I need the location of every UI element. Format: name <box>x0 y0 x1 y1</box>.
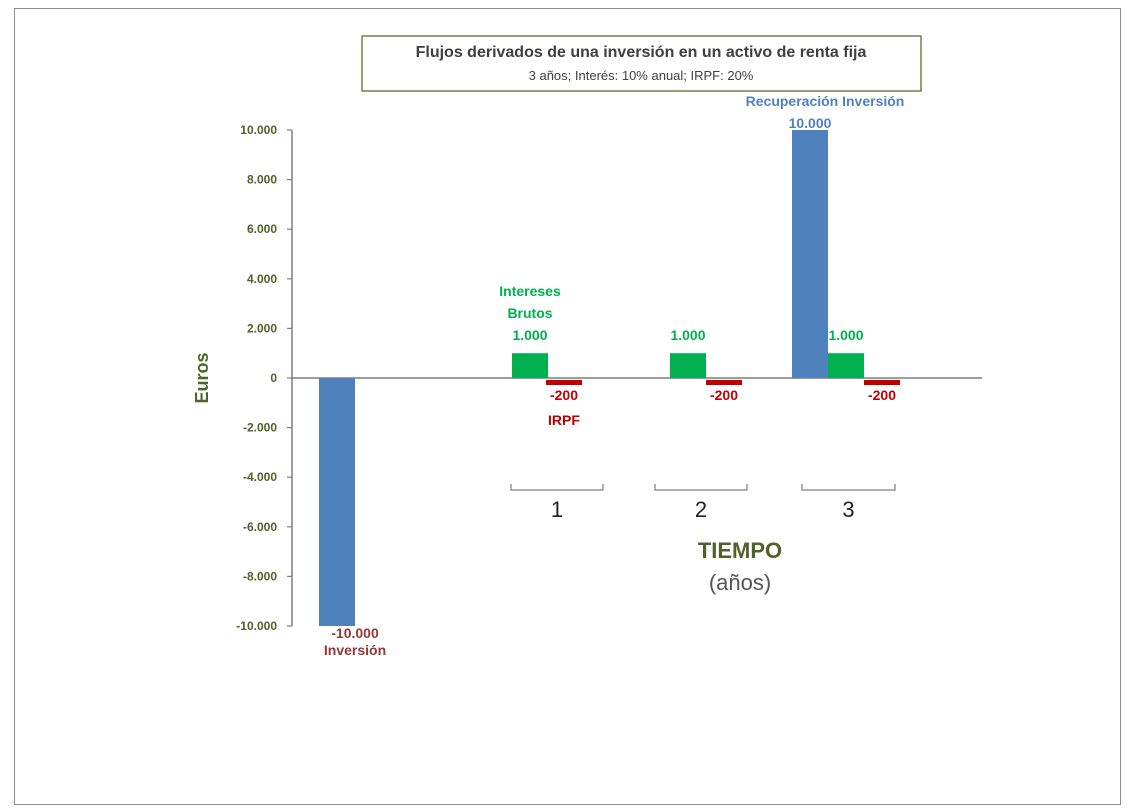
y-tick-label: 10.000 <box>240 123 277 137</box>
y-tick-label: -10.000 <box>236 619 277 633</box>
sublabel-intereses-line1: Intereses <box>499 283 561 299</box>
period-label: 2 <box>695 497 707 522</box>
period-label: 1 <box>551 497 563 522</box>
y-tick-label: -4.000 <box>243 470 277 484</box>
chart-title: Flujos derivados de una inversión en un … <box>416 44 867 61</box>
period-label: 3 <box>842 497 854 522</box>
data-label-inversion-3: 10.000 <box>789 115 832 131</box>
sublabel-recuperacion: Recuperación Inversión <box>746 93 905 109</box>
data-label-irpf-1: -200 <box>550 387 578 403</box>
y-tick-label: 0 <box>270 371 277 385</box>
y-tick-label: 8.000 <box>247 173 277 187</box>
data-label-intereses-3: 1.000 <box>828 327 863 343</box>
sublabel-intereses-line2: Brutos <box>507 305 552 321</box>
bar-irpf-1 <box>546 380 582 385</box>
y-tick-label: -6.000 <box>243 520 277 534</box>
sublabel-inversion: Inversión <box>324 642 386 658</box>
bar-inversion-0 <box>319 378 355 626</box>
chart-subtitle: 3 años; Interés: 10% anual; IRPF: 20% <box>529 68 754 83</box>
bar-intereses-3 <box>828 353 864 378</box>
period-bracket <box>510 484 604 491</box>
y-axis-title: Euros <box>192 352 212 403</box>
bar-intereses-2 <box>670 353 706 378</box>
y-tick-label: 4.000 <box>247 272 277 286</box>
bar-inversion-3 <box>792 130 828 378</box>
y-tick-label: 6.000 <box>247 222 277 236</box>
x-axis-title: TIEMPO <box>698 538 782 563</box>
period-bracket <box>654 484 748 491</box>
sublabel-irpf: IRPF <box>548 412 580 428</box>
data-label-irpf-2: -200 <box>710 387 738 403</box>
chart-frame <box>14 8 1121 805</box>
data-label-inversion-0: -10.000 <box>331 625 379 641</box>
y-tick-label: -8.000 <box>243 569 277 583</box>
x-axis-unit: (años) <box>709 570 771 595</box>
data-label-irpf-3: -200 <box>868 387 896 403</box>
title-box <box>361 35 922 92</box>
period-bracket <box>801 484 896 491</box>
bar-irpf-2 <box>706 380 742 385</box>
y-tick-label: 2.000 <box>247 321 277 335</box>
bar-irpf-3 <box>864 380 900 385</box>
data-label-intereses-2: 1.000 <box>670 327 705 343</box>
y-tick-label: -2.000 <box>243 421 277 435</box>
bar-intereses-1 <box>512 353 548 378</box>
data-label-intereses-1: 1.000 <box>512 327 547 343</box>
